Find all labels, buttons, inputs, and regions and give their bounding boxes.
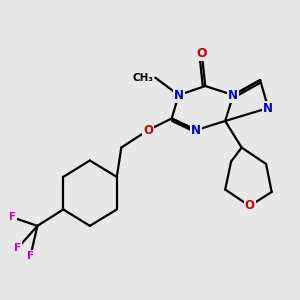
Text: O: O	[196, 46, 207, 60]
Text: O: O	[245, 200, 255, 212]
Text: N: N	[263, 101, 273, 115]
Text: CH₃: CH₃	[133, 73, 154, 82]
Text: O: O	[143, 124, 153, 136]
Text: F: F	[27, 251, 34, 261]
Text: F: F	[14, 243, 21, 253]
Text: N: N	[228, 88, 238, 102]
Text: N: N	[174, 88, 184, 102]
Text: N: N	[191, 124, 201, 136]
Text: F: F	[9, 212, 16, 223]
